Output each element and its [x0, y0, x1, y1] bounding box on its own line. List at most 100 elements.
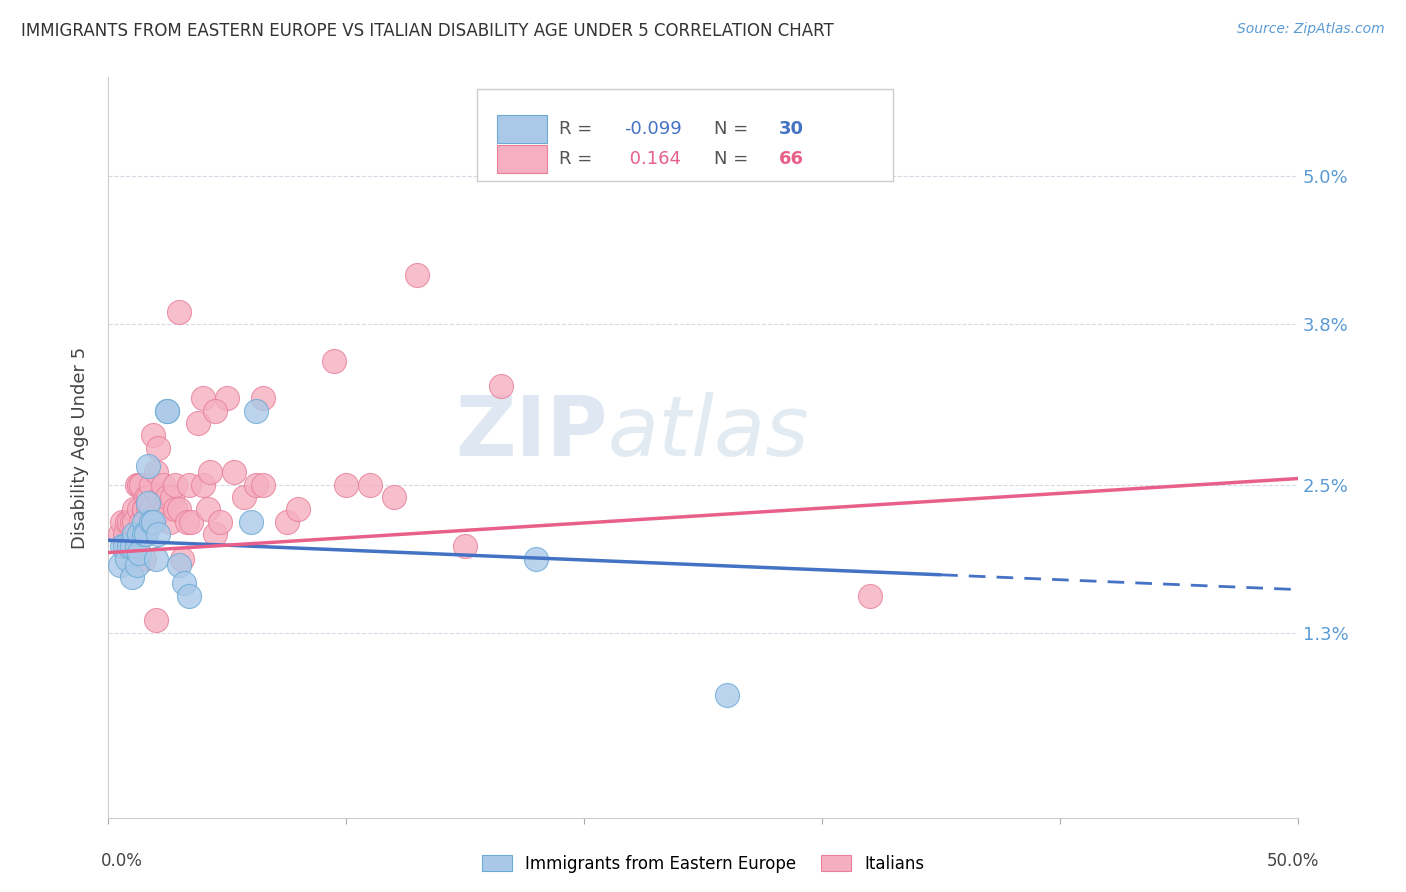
Point	[859, 589, 882, 603]
Text: N =: N =	[714, 120, 754, 138]
Point	[138, 490, 160, 504]
Point	[132, 502, 155, 516]
Point	[176, 515, 198, 529]
Point	[239, 515, 262, 529]
Point	[115, 540, 138, 554]
Point	[224, 466, 246, 480]
Text: 0.0%: 0.0%	[101, 852, 143, 870]
Point	[138, 502, 160, 516]
Point	[193, 392, 215, 406]
Point	[489, 379, 512, 393]
Point	[132, 515, 155, 529]
Point	[193, 477, 215, 491]
Point	[180, 515, 202, 529]
Point	[252, 477, 274, 491]
Point	[177, 477, 200, 491]
Point	[276, 515, 298, 529]
Point	[111, 540, 134, 554]
Point	[146, 527, 169, 541]
Text: Source: ZipAtlas.com: Source: ZipAtlas.com	[1237, 22, 1385, 37]
Point	[128, 502, 150, 516]
Point	[132, 527, 155, 541]
Point	[139, 477, 162, 491]
Point	[122, 515, 145, 529]
Point	[138, 459, 160, 474]
Point	[114, 527, 136, 541]
Point	[156, 403, 179, 417]
Point	[162, 490, 184, 504]
Point	[359, 477, 381, 491]
Point	[149, 502, 172, 516]
Point	[115, 515, 138, 529]
Point	[128, 477, 150, 491]
Point	[146, 441, 169, 455]
Point	[108, 527, 131, 541]
Point	[716, 688, 738, 702]
Point	[111, 515, 134, 529]
Point	[121, 515, 143, 529]
Point	[145, 614, 167, 628]
Y-axis label: Disability Age Under 5: Disability Age Under 5	[72, 347, 89, 549]
Point	[156, 403, 179, 417]
Point	[135, 527, 157, 541]
Point	[169, 305, 191, 319]
Point	[208, 515, 231, 529]
Point	[149, 490, 172, 504]
Point	[215, 392, 238, 406]
Point	[135, 490, 157, 504]
Point	[163, 477, 186, 491]
Point	[382, 490, 405, 504]
Point	[121, 540, 143, 554]
Point	[159, 515, 181, 529]
Point	[323, 354, 346, 368]
Point	[122, 502, 145, 516]
Point	[122, 527, 145, 541]
Point	[173, 576, 195, 591]
Text: ZIP: ZIP	[456, 392, 607, 474]
Point	[139, 502, 162, 516]
FancyBboxPatch shape	[498, 145, 547, 173]
Text: 50.0%: 50.0%	[1267, 852, 1319, 870]
Point	[232, 490, 254, 504]
Point	[128, 527, 150, 541]
Text: R =: R =	[560, 150, 598, 168]
Text: 66: 66	[779, 150, 804, 168]
Point	[169, 558, 191, 572]
Text: -0.099: -0.099	[624, 120, 682, 138]
Point	[125, 558, 148, 572]
Point	[131, 477, 153, 491]
Point	[177, 589, 200, 603]
Point	[142, 515, 165, 529]
Point	[204, 527, 226, 541]
Point	[252, 392, 274, 406]
Point	[131, 515, 153, 529]
Point	[245, 403, 267, 417]
Point	[125, 477, 148, 491]
Point	[197, 502, 219, 516]
Point	[118, 515, 141, 529]
Point	[138, 496, 160, 510]
Point	[132, 502, 155, 516]
Text: R =: R =	[560, 120, 598, 138]
Point	[204, 403, 226, 417]
Point	[152, 477, 174, 491]
Point	[454, 540, 477, 554]
Text: IMMIGRANTS FROM EASTERN EUROPE VS ITALIAN DISABILITY AGE UNDER 5 CORRELATION CHA: IMMIGRANTS FROM EASTERN EUROPE VS ITALIA…	[21, 22, 834, 40]
Point	[128, 545, 150, 559]
Point	[135, 515, 157, 529]
Text: 30: 30	[779, 120, 804, 138]
Point	[145, 466, 167, 480]
Point	[114, 540, 136, 554]
Point	[200, 466, 222, 480]
Point	[156, 490, 179, 504]
FancyBboxPatch shape	[477, 88, 893, 181]
Point	[287, 502, 309, 516]
Point	[139, 515, 162, 529]
Point	[118, 540, 141, 554]
FancyBboxPatch shape	[498, 115, 547, 143]
Point	[115, 551, 138, 566]
Point	[163, 502, 186, 516]
Text: 0.164: 0.164	[624, 150, 682, 168]
Point	[335, 477, 357, 491]
Point	[526, 551, 548, 566]
